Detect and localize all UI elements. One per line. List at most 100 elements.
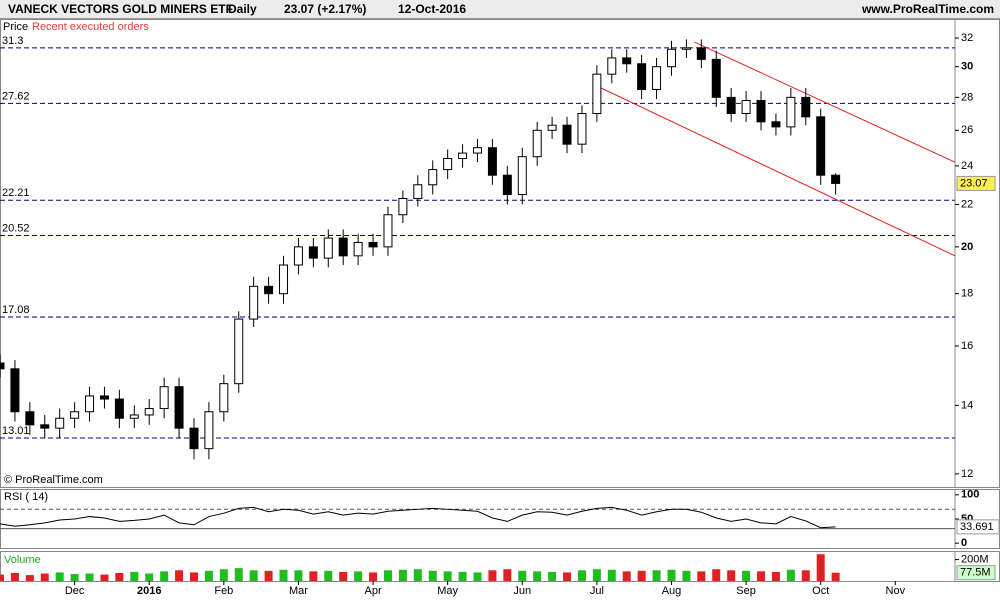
- last-volume-label: 77.5M: [960, 567, 991, 579]
- candle-body: [592, 73, 602, 115]
- candle-body: [711, 58, 721, 98]
- volume-bar: [533, 571, 542, 581]
- candle-body: [338, 237, 348, 257]
- volume-bar: [175, 570, 184, 581]
- volume-bar: [428, 570, 437, 581]
- candle-body: [204, 411, 214, 450]
- level-label: 22.21: [2, 187, 30, 199]
- symbol-title: VANECK VECTORS GOLD MINERS ETF: [8, 2, 233, 16]
- volume-bar: [130, 571, 139, 581]
- volume-bar: [712, 569, 721, 581]
- y-tick-label: 14: [961, 399, 973, 411]
- candle-body: [786, 96, 796, 128]
- x-tick-label: Dec: [65, 585, 85, 597]
- x-tick-label: Mar: [289, 585, 308, 597]
- y-tick-label: 30: [961, 61, 973, 73]
- volume-bar: [637, 570, 646, 581]
- candle-body: [353, 241, 363, 257]
- volume-bar: [682, 570, 691, 581]
- volume-bar: [548, 571, 557, 581]
- candle-body: [473, 147, 482, 154]
- volume-bar: [189, 572, 198, 581]
- candle-body: [816, 116, 826, 176]
- candle-body: [55, 417, 65, 429]
- volume-bar: [742, 570, 751, 581]
- legend-orders: Recent executed orders: [32, 21, 149, 33]
- candle-body: [771, 121, 781, 128]
- volume-bar: [219, 569, 228, 581]
- candle-body: [25, 411, 35, 426]
- candle-body: [383, 214, 393, 248]
- candle-body: [637, 63, 647, 90]
- volume-bar: [354, 571, 363, 581]
- panel-title: RSI ( 14): [4, 491, 48, 503]
- volume-bar: [279, 569, 288, 581]
- y-tick-label: 100: [961, 489, 979, 501]
- volume-bar: [786, 569, 795, 581]
- candle-body: [487, 147, 497, 176]
- volume-bar: [160, 571, 169, 581]
- y-tick-label: 22: [961, 198, 973, 210]
- level-label: 31.3: [2, 35, 23, 47]
- volume-bar: [145, 573, 154, 581]
- candle-body: [741, 100, 751, 115]
- x-tick-label: Jun: [513, 585, 531, 597]
- x-tick-label: Feb: [214, 585, 233, 597]
- candle-body: [10, 368, 20, 413]
- candle-body: [756, 100, 766, 123]
- candle-body: [85, 395, 95, 413]
- y-tick-label: 20: [961, 241, 973, 253]
- volume-bar: [85, 573, 94, 581]
- candle-body: [293, 246, 303, 266]
- volume-bar: [607, 569, 616, 581]
- volume-bar: [652, 570, 661, 581]
- last-volume-box: [956, 565, 996, 581]
- volume-bar: [369, 572, 378, 581]
- candle-body: [831, 174, 841, 184]
- header: VANECK VECTORS GOLD MINERS ETF Daily 23.…: [0, 0, 1000, 19]
- volume-bar: [55, 572, 64, 581]
- x-tick-label: Oct: [812, 585, 829, 597]
- level-label: 13.01: [2, 425, 30, 437]
- x-tick-label: May: [437, 585, 458, 597]
- last-rsi-box: [956, 519, 1000, 535]
- volume-bar: [801, 570, 810, 581]
- volume-bar: [234, 568, 243, 581]
- candle-body: [502, 174, 512, 196]
- volume-bar: [488, 570, 497, 581]
- candle-body: [0, 362, 5, 370]
- volume-bar: [563, 572, 572, 581]
- volume-bar: [115, 572, 124, 581]
- x-tick-label: Aug: [662, 585, 682, 597]
- candle-body: [562, 124, 572, 145]
- volume-bar: [40, 573, 49, 581]
- candle-body: [681, 47, 691, 50]
- volume-bar: [204, 570, 213, 581]
- level-label: 20.52: [2, 222, 30, 234]
- volume-bar: [577, 570, 586, 581]
- y-tick-label: 0: [961, 537, 967, 549]
- candle-body: [577, 113, 587, 145]
- volume-bar: [10, 572, 19, 581]
- volume-bar: [831, 572, 840, 581]
- last-price-box: [956, 175, 996, 191]
- candle-body: [159, 386, 169, 410]
- volume-bar: [518, 570, 527, 581]
- volume-bar: [324, 570, 333, 581]
- candle-body: [264, 285, 274, 295]
- candle-body: [114, 398, 124, 419]
- y-tick-label: 28: [961, 91, 973, 103]
- candle-body: [532, 129, 542, 158]
- volume-bar: [458, 571, 467, 581]
- candle-body: [801, 96, 811, 118]
- candle-body: [458, 152, 468, 160]
- x-tick-label: Apr: [364, 585, 381, 597]
- volume-bar: [383, 570, 392, 581]
- candle-body: [129, 414, 139, 419]
- panel-title: Volume: [4, 554, 41, 566]
- candle-body: [249, 285, 259, 320]
- trendline: [597, 85, 956, 257]
- candle-body: [607, 57, 617, 75]
- candle-body: [517, 156, 527, 196]
